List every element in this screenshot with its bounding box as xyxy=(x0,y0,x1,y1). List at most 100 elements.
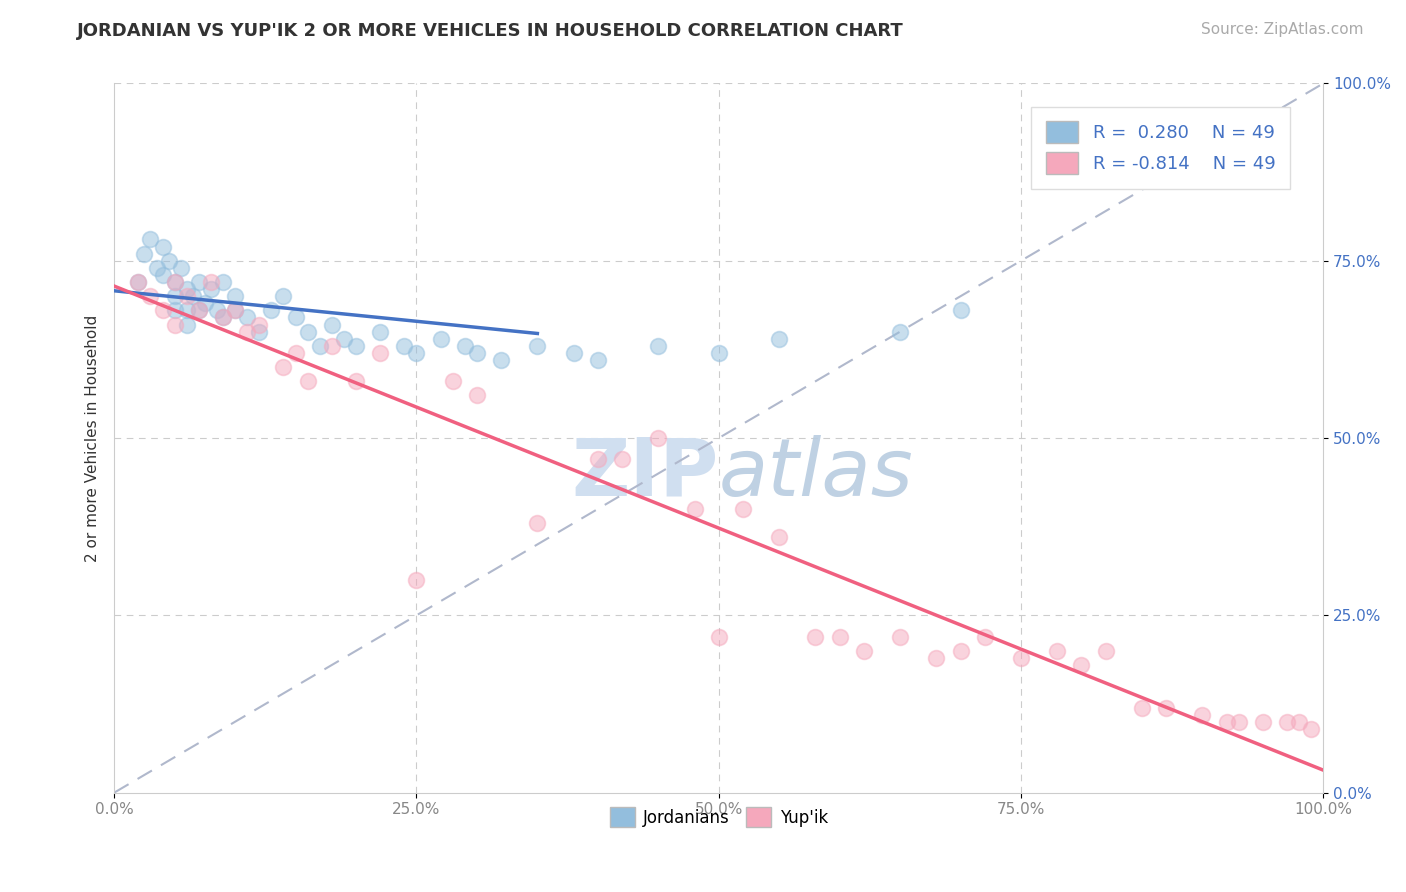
Point xyxy=(1191,707,1213,722)
Point xyxy=(127,275,149,289)
Point xyxy=(1130,700,1153,714)
Point xyxy=(163,318,186,332)
Point xyxy=(163,303,186,318)
Point xyxy=(1010,651,1032,665)
Point xyxy=(1288,714,1310,729)
Point xyxy=(212,310,235,325)
Point xyxy=(394,339,416,353)
Point xyxy=(526,339,548,353)
Point xyxy=(152,239,174,253)
Point xyxy=(170,260,193,275)
Text: ZIP: ZIP xyxy=(571,434,718,513)
Point xyxy=(224,303,246,318)
Point xyxy=(1046,644,1069,658)
Point xyxy=(949,303,972,318)
Point xyxy=(344,339,367,353)
Point xyxy=(321,318,343,332)
Point xyxy=(973,630,995,644)
Point xyxy=(1154,700,1177,714)
Point xyxy=(949,644,972,658)
Point xyxy=(683,502,706,516)
Point xyxy=(273,289,295,303)
Point xyxy=(707,346,730,360)
Point xyxy=(647,431,669,445)
Point xyxy=(187,303,209,318)
Point xyxy=(586,452,609,467)
Point xyxy=(187,303,209,318)
Point xyxy=(925,651,948,665)
Point xyxy=(194,296,217,310)
Point xyxy=(176,303,198,318)
Point xyxy=(176,282,198,296)
Point xyxy=(163,289,186,303)
Point xyxy=(163,275,186,289)
Point xyxy=(768,530,790,544)
Point xyxy=(321,339,343,353)
Point xyxy=(205,303,228,318)
Point xyxy=(284,310,307,325)
Point xyxy=(368,325,391,339)
Point xyxy=(1070,658,1092,673)
Point xyxy=(236,310,259,325)
Point xyxy=(236,325,259,339)
Text: JORDANIAN VS YUP'IK 2 OR MORE VEHICLES IN HOUSEHOLD CORRELATION CHART: JORDANIAN VS YUP'IK 2 OR MORE VEHICLES I… xyxy=(77,22,904,40)
Point xyxy=(454,339,477,353)
Point xyxy=(526,516,548,530)
Point xyxy=(828,630,851,644)
Point xyxy=(284,346,307,360)
Y-axis label: 2 or more Vehicles in Household: 2 or more Vehicles in Household xyxy=(86,314,100,562)
Point xyxy=(768,332,790,346)
Point xyxy=(465,388,488,402)
Point xyxy=(1227,714,1250,729)
Point xyxy=(260,303,283,318)
Point xyxy=(489,353,512,368)
Point xyxy=(224,289,246,303)
Point xyxy=(441,374,464,388)
Point xyxy=(152,268,174,282)
Point xyxy=(889,325,911,339)
Point xyxy=(429,332,451,346)
Point xyxy=(145,260,167,275)
Point xyxy=(1251,714,1274,729)
Point xyxy=(852,644,875,658)
Point xyxy=(333,332,356,346)
Point xyxy=(139,289,162,303)
Point xyxy=(1301,722,1323,736)
Point xyxy=(157,253,180,268)
Point xyxy=(405,346,427,360)
Point xyxy=(647,339,669,353)
Point xyxy=(212,275,235,289)
Legend: Jordanians, Yup'ik: Jordanians, Yup'ik xyxy=(603,800,835,834)
Point xyxy=(127,275,149,289)
Point xyxy=(707,630,730,644)
Point xyxy=(134,246,156,260)
Text: Source: ZipAtlas.com: Source: ZipAtlas.com xyxy=(1201,22,1364,37)
Point xyxy=(405,573,427,587)
Point xyxy=(586,353,609,368)
Point xyxy=(804,630,827,644)
Point xyxy=(562,346,585,360)
Text: atlas: atlas xyxy=(718,434,914,513)
Point xyxy=(308,339,330,353)
Point xyxy=(1215,714,1237,729)
Point xyxy=(368,346,391,360)
Point xyxy=(273,360,295,375)
Point xyxy=(344,374,367,388)
Point xyxy=(465,346,488,360)
Point xyxy=(889,630,911,644)
Point xyxy=(610,452,633,467)
Point xyxy=(139,232,162,246)
Point xyxy=(731,502,754,516)
Point xyxy=(181,289,204,303)
Point xyxy=(1094,644,1116,658)
Point xyxy=(200,275,222,289)
Point xyxy=(224,303,246,318)
Point xyxy=(212,310,235,325)
Point xyxy=(1275,714,1298,729)
Point xyxy=(163,275,186,289)
Point xyxy=(297,325,319,339)
Point xyxy=(176,318,198,332)
Point xyxy=(247,325,270,339)
Point xyxy=(297,374,319,388)
Point xyxy=(187,275,209,289)
